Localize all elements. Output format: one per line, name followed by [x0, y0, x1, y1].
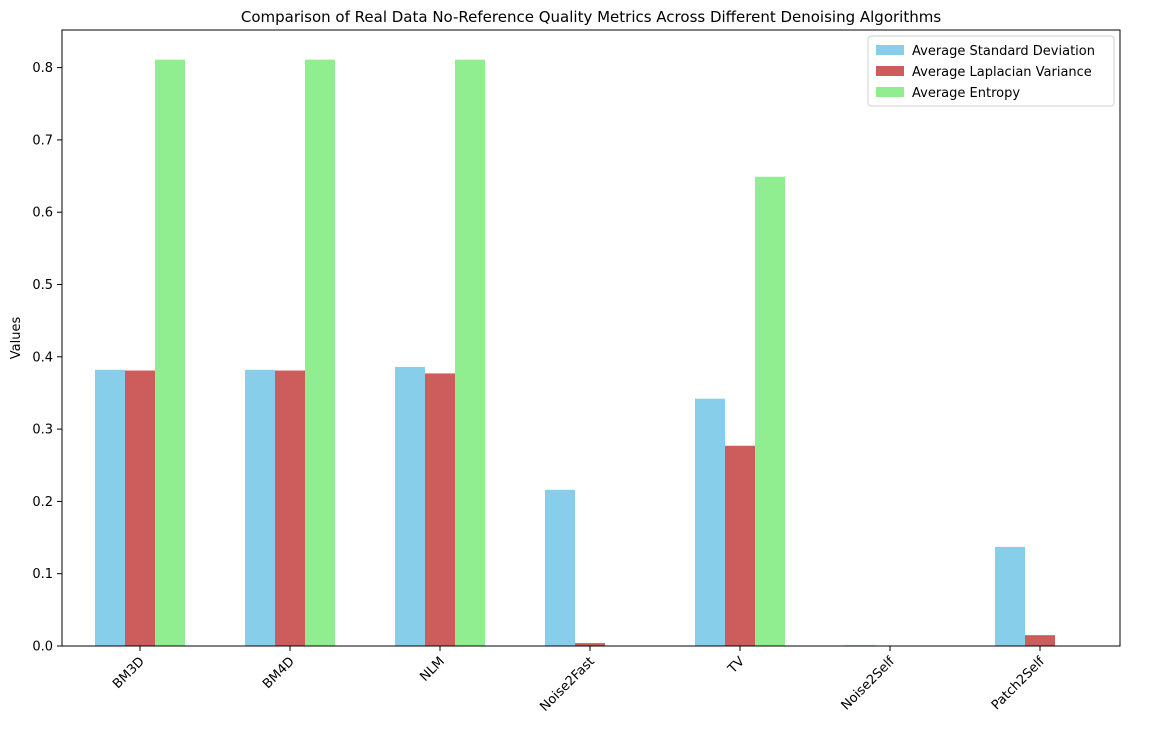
- x-tick-label-patch2self: Patch2Self: [989, 654, 1048, 713]
- bar-noise2fast-series-0: [545, 489, 575, 646]
- x-ticks: BM3D BM4D NLM Noise2Fast TV Noise2Self Patch2S…: [110, 646, 1048, 715]
- legend: Average Standard Deviation Average Laplac…: [867, 35, 1115, 107]
- x-tick-label-noise2self: Noise2Self: [839, 654, 899, 714]
- chart-title: Comparison of Real Data No-Reference Qua…: [241, 8, 941, 26]
- bar-nlm-series-1: [425, 373, 455, 646]
- bar-bm4d-series-2: [305, 59, 335, 647]
- legend-swatch-0: [876, 45, 904, 55]
- x-tick-label-bm3d: BM3D: [110, 654, 148, 692]
- y-tick-label: 0.0: [32, 640, 53, 655]
- y-tick-label: 0.1: [32, 567, 53, 582]
- bar-bm4d-series-1: [275, 370, 305, 646]
- y-tick-label: 0.5: [32, 278, 53, 293]
- plot-frame: [61, 29, 1121, 647]
- legend-box: [867, 35, 1115, 107]
- bar-tv-series-1: [725, 445, 755, 646]
- bar-bm3d-series-2: [155, 59, 185, 647]
- y-tick-label: 0.6: [32, 206, 53, 221]
- bar-bm4d-series-0: [245, 369, 275, 646]
- bars-group: [95, 59, 1055, 647]
- bar-nlm-series-0: [395, 366, 425, 646]
- bar-tv-series-2: [755, 176, 785, 646]
- y-tick-label: 0.4: [32, 350, 53, 365]
- x-tick-label-nlm: NLM: [417, 654, 448, 685]
- x-tick-label-noise2fast: Noise2Fast: [537, 654, 597, 714]
- bar-bm3d-series-0: [95, 369, 125, 646]
- y-tick-label: 0.7: [32, 133, 53, 148]
- bar-patch2self-series-1: [1025, 635, 1055, 646]
- y-ticks: 0.0 0.1 0.2 0.3 0.4 0.5 0.6 0.7 0.8: [32, 61, 62, 655]
- bar-tv-series-0: [695, 398, 725, 646]
- y-tick-label: 0.8: [32, 61, 53, 76]
- bar-noise2fast-series-1: [575, 643, 605, 646]
- legend-swatch-1: [876, 66, 904, 76]
- bar-nlm-series-2: [455, 59, 485, 647]
- legend-label-1: Average Laplacian Variance: [912, 65, 1092, 80]
- y-tick-label: 0.3: [32, 423, 53, 438]
- bar-patch2self-series-0: [995, 546, 1025, 646]
- legend-label-2: Average Entropy: [912, 86, 1020, 101]
- legend-swatch-2: [876, 87, 904, 97]
- bar-bm3d-series-1: [125, 370, 155, 646]
- legend-label-0: Average Standard Deviation: [912, 44, 1095, 59]
- y-tick-label: 0.2: [32, 495, 53, 510]
- y-axis-label: Values: [9, 317, 24, 360]
- x-tick-label-tv: TV: [725, 654, 748, 677]
- x-tick-label-bm4d: BM4D: [260, 654, 298, 692]
